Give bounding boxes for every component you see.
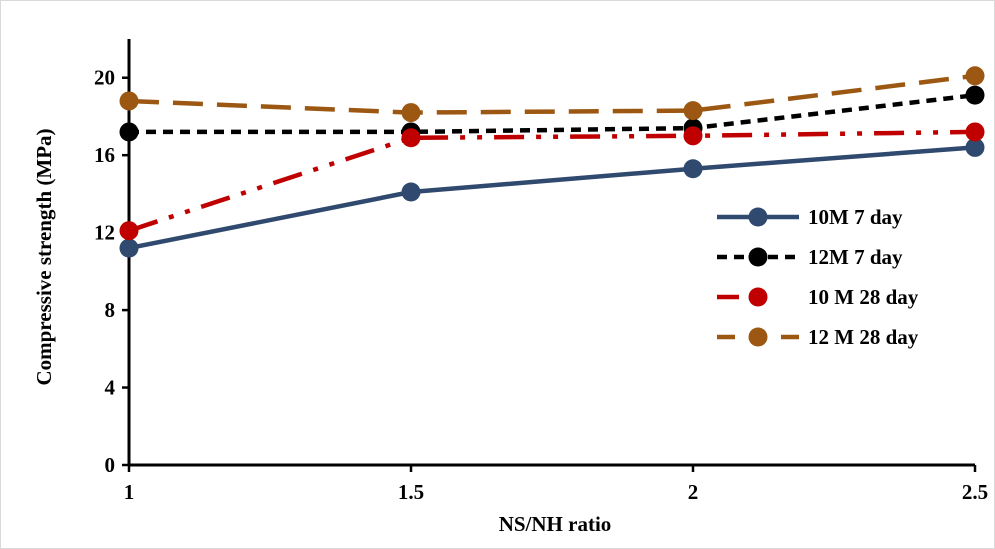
legend-item-10-m-28-day: 10 M 28 day xyxy=(717,285,919,309)
data-point xyxy=(119,91,139,111)
data-point xyxy=(965,85,985,105)
series-line xyxy=(129,92,976,135)
data-point xyxy=(119,122,139,142)
x-tick-label: 1 xyxy=(124,480,135,504)
x-tick-label: 2.5 xyxy=(962,480,988,504)
data-point xyxy=(965,122,985,142)
data-point xyxy=(401,182,421,202)
legend-label: 10M 7 day xyxy=(808,205,903,229)
data-point xyxy=(683,101,703,121)
x-tick-label: 1.5 xyxy=(398,480,424,504)
series-line xyxy=(128,145,976,251)
series-layer xyxy=(119,66,985,258)
legend-marker xyxy=(748,327,768,347)
x-axis-title: NS/NH ratio xyxy=(499,512,612,536)
legend-marker xyxy=(748,287,768,307)
y-tick-label: 16 xyxy=(94,143,115,167)
legend-label: 10 M 28 day xyxy=(808,285,919,309)
legend-item-10m-7-day: 10M 7 day xyxy=(717,205,903,229)
axes: 0 4 8 12 16 20 1 1.5 2 2.5 xyxy=(94,39,988,504)
y-tick-label: 0 xyxy=(105,453,116,477)
data-point xyxy=(683,126,703,146)
series-10m-7-day xyxy=(119,137,985,258)
y-axis-title: Compressive strength (MPa) xyxy=(32,128,56,385)
legend-label: 12 M 28 day xyxy=(808,325,919,349)
legend-item-12-m-28-day: 12 M 28 day xyxy=(717,325,919,349)
data-point xyxy=(119,238,139,258)
series-12-m-28-day xyxy=(119,66,985,123)
y-tick-label: 4 xyxy=(105,376,116,400)
legend-item-12m-7-day: 12M 7 day xyxy=(717,245,903,269)
legend-label: 12M 7 day xyxy=(808,245,903,269)
legend-marker xyxy=(748,207,768,227)
x-tick-label: 2 xyxy=(688,480,699,504)
legend: 10M 7 day 12M 7 day 10 M 28 day 12 M 28 day xyxy=(717,205,919,349)
y-tick-label: 20 xyxy=(94,66,115,90)
legend-marker xyxy=(748,247,768,267)
data-point xyxy=(965,137,985,157)
data-point xyxy=(683,159,703,179)
data-point xyxy=(401,128,421,148)
data-point xyxy=(965,66,985,86)
data-point xyxy=(401,103,421,123)
y-tick-label: 8 xyxy=(105,298,116,322)
series-line xyxy=(128,73,976,115)
y-tick-label: 12 xyxy=(94,221,115,245)
series-10-m-28-day xyxy=(119,122,985,241)
data-point xyxy=(119,221,139,241)
